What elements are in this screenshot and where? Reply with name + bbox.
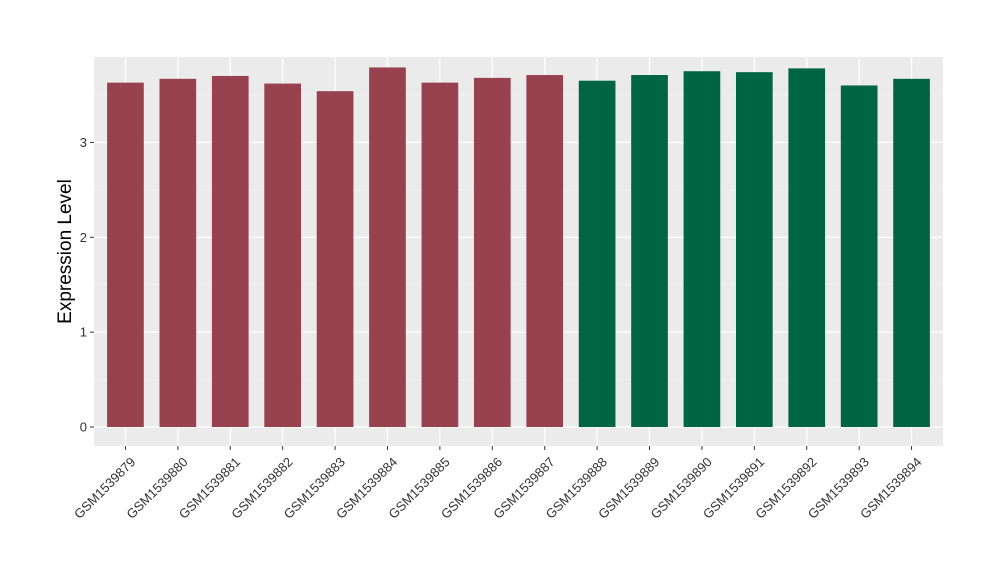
y-tick-label: 1 xyxy=(80,325,87,340)
y-axis: 0 1 2 3 xyxy=(80,135,94,435)
bar-GSM1539881 xyxy=(211,75,249,428)
bar-GSM1539889 xyxy=(631,75,668,428)
y-tick-label: 0 xyxy=(80,420,87,435)
y-axis-title: Expression Level xyxy=(55,179,76,324)
bar-GSM1539893 xyxy=(840,85,878,428)
bar-GSM1539886 xyxy=(473,77,511,428)
bar-GSM1539887 xyxy=(526,75,564,428)
y-tick-label: 2 xyxy=(80,230,87,245)
bar-GSM1539894 xyxy=(893,78,930,428)
bars xyxy=(107,67,930,428)
y-tick-label: 3 xyxy=(80,135,87,150)
bar-GSM1539890 xyxy=(683,71,721,428)
bar-GSM1539884 xyxy=(369,67,406,428)
x-axis: GSM1539879GSM1539880GSM1539881GSM1539882… xyxy=(71,446,924,522)
bar-GSM1539892 xyxy=(788,68,826,428)
bar-GSM1539888 xyxy=(578,80,616,428)
bar-GSM1539885 xyxy=(421,82,459,428)
bar-GSM1539882 xyxy=(264,83,302,428)
bar-GSM1539891 xyxy=(735,72,773,428)
bar-GSM1539879 xyxy=(107,82,144,428)
bar-GSM1539883 xyxy=(316,91,354,428)
bar-GSM1539880 xyxy=(159,78,197,428)
